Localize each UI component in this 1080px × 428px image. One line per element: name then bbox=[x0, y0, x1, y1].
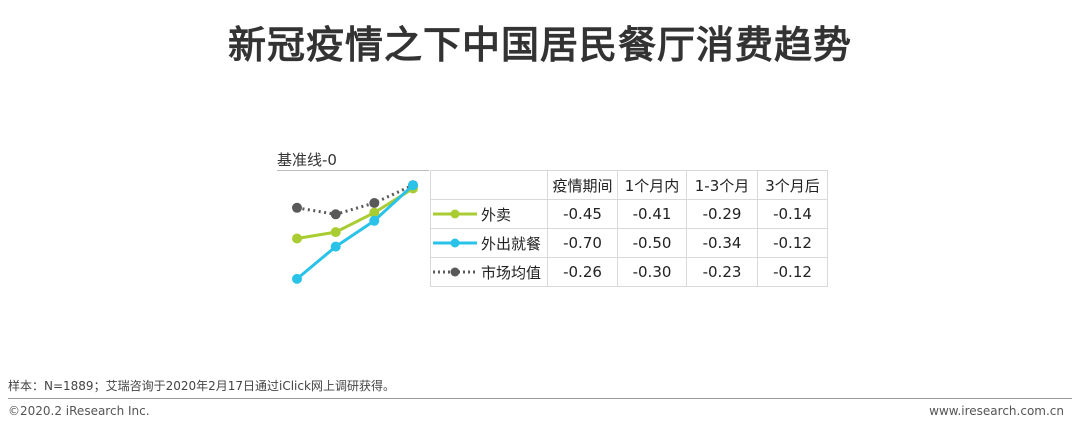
column-header: 3个月后 bbox=[757, 170, 828, 200]
copyright: ©2020.2 iResearch Inc. bbox=[8, 404, 150, 418]
table-cell: -0.26 bbox=[547, 257, 618, 287]
series-line-0 bbox=[296, 187, 414, 240]
table-row: 外卖 -0.45 -0.41 -0.29 -0.14 bbox=[430, 199, 828, 229]
legend-marker-icon bbox=[433, 238, 477, 248]
footer-divider bbox=[8, 398, 1072, 399]
table-cell: -0.12 bbox=[757, 257, 828, 287]
column-header: 1-3个月 bbox=[686, 170, 758, 200]
legend-label: 外卖 bbox=[481, 205, 512, 224]
table-cell: -0.70 bbox=[547, 228, 618, 258]
line-chart bbox=[292, 180, 418, 284]
data-point bbox=[292, 273, 302, 284]
data-point bbox=[292, 202, 302, 213]
table-cell: -0.50 bbox=[617, 228, 687, 258]
column-header: 1个月内 bbox=[617, 170, 687, 200]
table-cell: -0.29 bbox=[686, 199, 758, 229]
baseline-label: 基准线-0 bbox=[277, 151, 337, 169]
table-cell: -0.45 bbox=[547, 199, 618, 229]
legend-label: 市场均值 bbox=[481, 263, 542, 282]
table-corner-cell bbox=[430, 170, 548, 200]
page-title: 新冠疫情之下中国居民餐厅消费趋势 bbox=[227, 23, 852, 67]
legend-marker-icon bbox=[433, 267, 477, 277]
data-point bbox=[330, 241, 341, 252]
data-point bbox=[369, 215, 380, 226]
website-link[interactable]: www.iresearch.com.cn bbox=[929, 404, 1064, 418]
series-line-1 bbox=[296, 184, 415, 281]
table-row: 外出就餐 -0.70 -0.50 -0.34 -0.12 bbox=[430, 228, 828, 258]
legend-item-waimai: 外卖 bbox=[430, 199, 548, 229]
legend-label: 外出就餐 bbox=[481, 234, 542, 253]
data-point bbox=[369, 198, 380, 208]
column-header: 疫情期间 bbox=[547, 170, 618, 200]
data-point bbox=[408, 180, 418, 191]
legend-marker-icon bbox=[433, 209, 477, 219]
data-point bbox=[330, 227, 341, 238]
legend-item-waichu: 外出就餐 bbox=[430, 228, 548, 258]
table-cell: -0.34 bbox=[686, 228, 758, 258]
table-row: 市场均值 -0.26 -0.30 -0.23 -0.12 bbox=[430, 257, 828, 287]
table-cell: -0.12 bbox=[757, 228, 828, 258]
table-cell: -0.30 bbox=[617, 257, 687, 287]
table-cell: -0.23 bbox=[686, 257, 758, 287]
series-line-2 bbox=[296, 183, 414, 216]
data-point bbox=[369, 207, 380, 218]
legend-item-market: 市场均值 bbox=[430, 257, 548, 287]
baseline-rule bbox=[277, 170, 429, 171]
table-cell: -0.14 bbox=[757, 199, 828, 229]
table-header-row: 疫情期间 1个月内 1-3个月 3个月后 bbox=[430, 170, 828, 200]
data-point bbox=[330, 209, 341, 220]
footnote: 样本：N=1889；艾瑞咨询于2020年2月17日通过iClick网上调研获得。 bbox=[8, 379, 395, 393]
data-point bbox=[292, 233, 302, 244]
data-table: 疫情期间 1个月内 1-3个月 3个月后 外卖 -0.45 -0.41 -0.2… bbox=[430, 170, 828, 287]
table-cell: -0.41 bbox=[617, 199, 687, 229]
